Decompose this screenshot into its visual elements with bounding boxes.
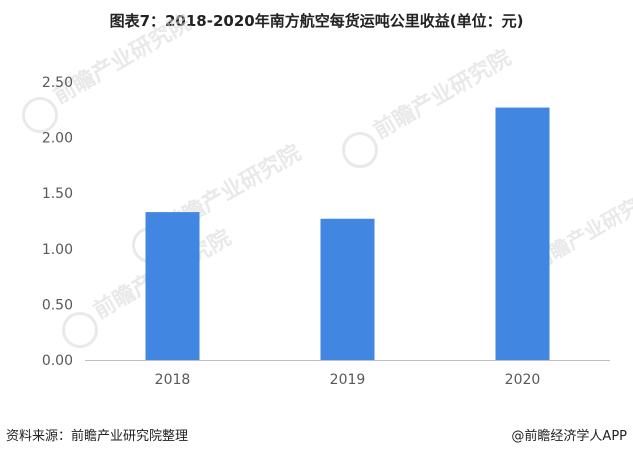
- chart-title: 图表7：2018-2020年南方航空每货运吨公里收益(单位：元): [109, 12, 524, 30]
- source-note: 资料来源：前瞻产业研究院整理: [6, 429, 189, 444]
- y-tick-label: 2.00: [42, 131, 73, 147]
- x-tick-label: 2020: [505, 372, 541, 388]
- y-tick-label: 0.00: [42, 353, 73, 369]
- y-tick-label: 2.50: [42, 75, 73, 91]
- bar-2020: [495, 107, 550, 361]
- bars: [145, 107, 550, 361]
- y-tick-label: 0.50: [42, 297, 73, 313]
- watermark-text: 前瞻产业研究院: [49, 10, 195, 110]
- brand-credit: @前瞻经济学人APP: [511, 429, 627, 444]
- y-axis: 0.00 0.50 1.00 1.50 2.00 2.50: [42, 75, 73, 369]
- x-axis-labels: 2018 2019 2020: [155, 372, 541, 388]
- watermark-text: 前瞻产业研究院: [369, 45, 515, 145]
- x-tick-label: 2018: [155, 372, 191, 388]
- bar-2019: [320, 218, 375, 360]
- watermark: 前瞻产业研究院: [22, 10, 195, 133]
- x-tick-label: 2019: [330, 372, 366, 388]
- y-tick-label: 1.00: [42, 242, 73, 258]
- footer: 资料来源：前瞻产业研究院整理 @前瞻经济学人APP: [0, 421, 633, 445]
- watermark: 前瞻产业研究院: [342, 45, 515, 168]
- bar-2018: [145, 212, 200, 360]
- y-tick-label: 1.50: [42, 186, 73, 202]
